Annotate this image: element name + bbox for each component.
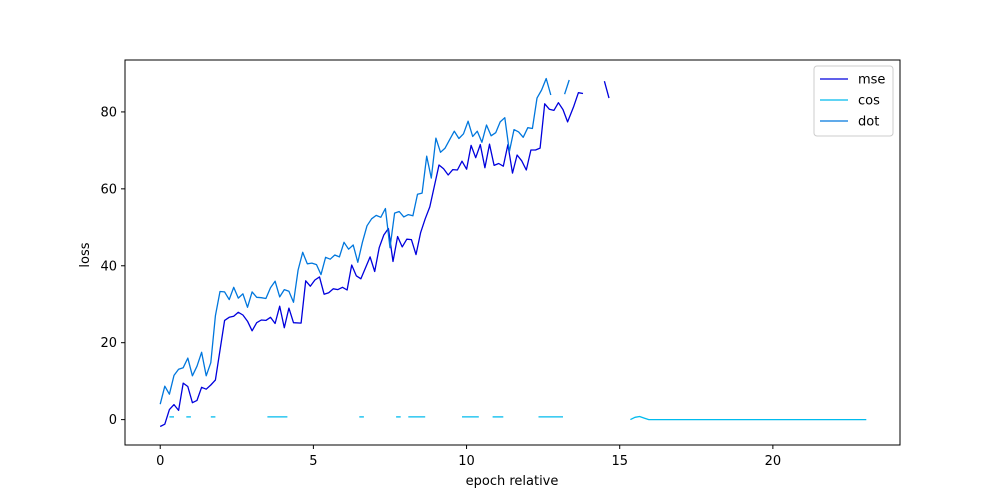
y-tick-label: 80 xyxy=(100,105,117,120)
legend-label-cos: cos xyxy=(858,94,880,109)
series-line-mse-segment-1 xyxy=(603,81,610,99)
axes-frame xyxy=(124,59,901,446)
legend: mse cos dot xyxy=(813,65,894,137)
x-tick-label: 0 xyxy=(156,454,164,469)
series-line-mse-segment-0 xyxy=(159,92,584,428)
x-tick-label: 20 xyxy=(765,454,782,469)
y-tick-label: 60 xyxy=(100,182,117,197)
x-axis-label: epoch relative xyxy=(466,474,559,489)
y-axis: 0 20 40 60 80 xyxy=(100,105,125,428)
x-tick-label: 5 xyxy=(309,454,317,469)
plot-area xyxy=(159,77,867,428)
y-tick-label: 40 xyxy=(100,259,117,274)
x-axis: 0 5 10 15 20 xyxy=(156,445,781,469)
series-line-cos-segment-10 xyxy=(630,415,867,421)
series-line-dot-segment-0 xyxy=(159,77,552,405)
y-tick-label: 0 xyxy=(109,413,117,428)
legend-box xyxy=(813,65,894,137)
x-tick-label: 15 xyxy=(611,454,628,469)
y-axis-label: loss xyxy=(78,242,93,267)
y-tick-label: 20 xyxy=(100,336,117,351)
legend-label-mse: mse xyxy=(858,73,885,88)
x-tick-label: 10 xyxy=(458,454,475,469)
legend-label-dot: dot xyxy=(858,115,879,130)
series-line-dot-segment-1 xyxy=(563,79,570,95)
